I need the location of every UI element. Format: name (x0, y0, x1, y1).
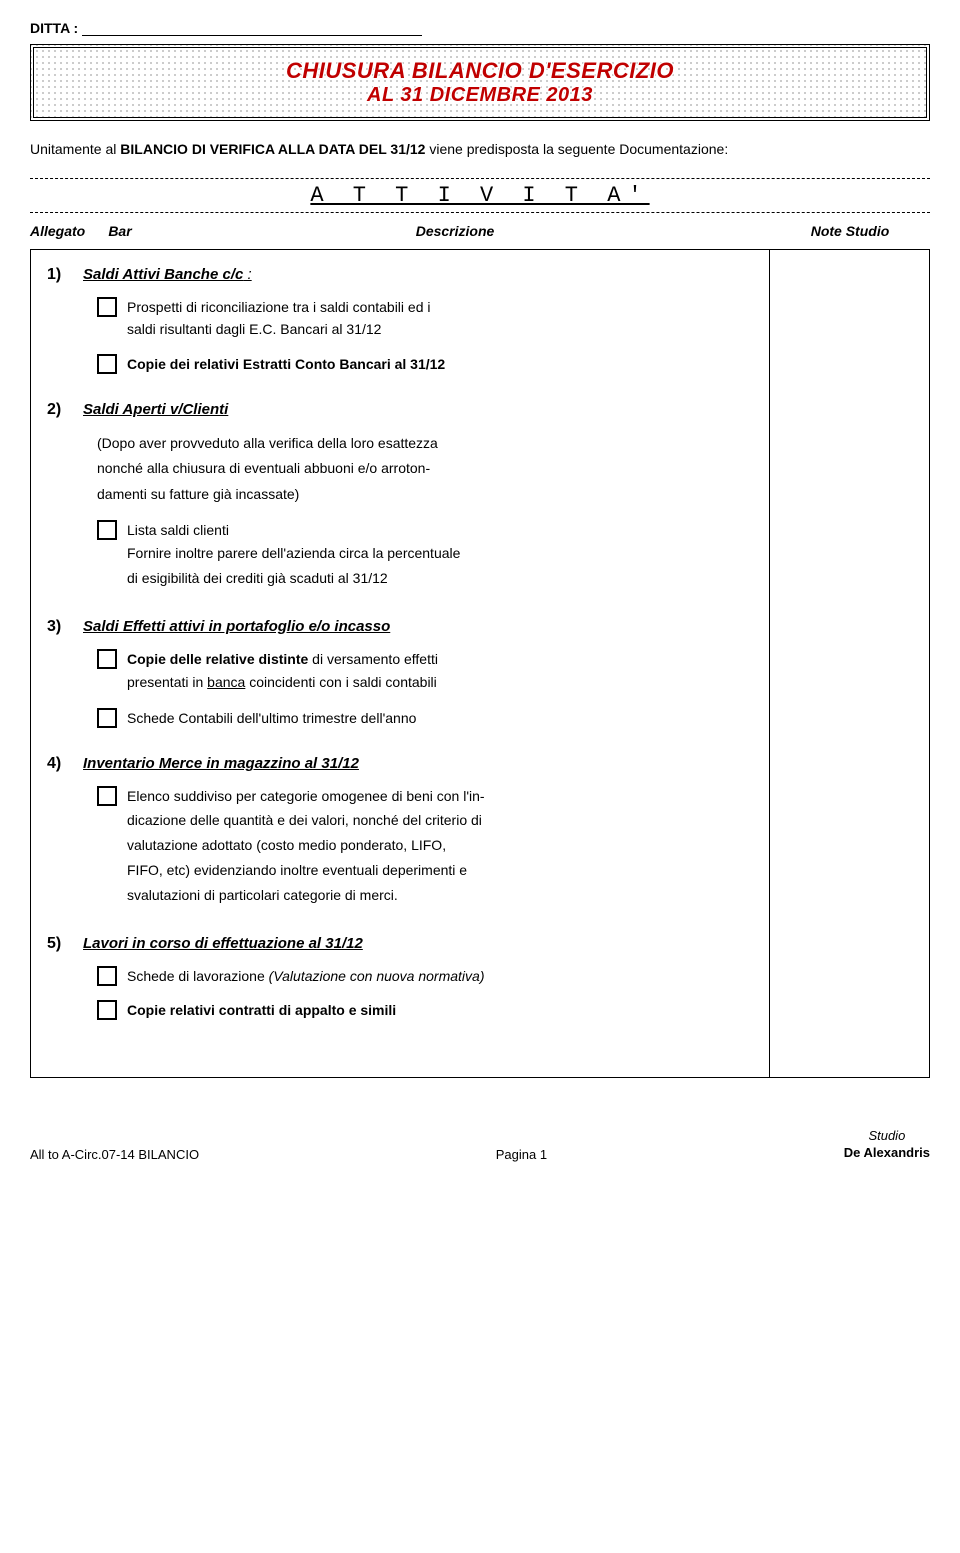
checkbox[interactable] (97, 966, 117, 986)
main-table: 1)Saldi Attivi Banche c/c : Prospetti di … (30, 249, 930, 1078)
item-text: Copie relativi contratti di appalto e si… (127, 999, 396, 1021)
item-block: Prospetti di riconciliazione tra i saldi… (97, 296, 753, 341)
item-continuation: Fornire inoltre parere dell'azienda circ… (127, 541, 753, 566)
header-descrizione: Descrizione (140, 223, 770, 239)
section-number: 4) (47, 755, 83, 773)
section-subnote: (Dopo aver provveduto alla verifica dell… (97, 431, 753, 456)
footer: All to A-Circ.07-14 BILANCIO Pagina 1 St… (30, 1128, 930, 1162)
intro-prefix: Unitamente al (30, 141, 120, 157)
section-2: 2)Saldi Aperti v/Clienti (Dopo aver provv… (47, 401, 753, 591)
footer-center: Pagina 1 (496, 1147, 547, 1162)
checkbox-line: Copie delle relative distinte di versame… (97, 648, 753, 670)
checkbox-line: Schede Contabili dell'ultimo trimestre d… (97, 707, 753, 729)
intro-bold: BILANCIO DI VERIFICA ALLA DATA DEL 31/12 (120, 141, 425, 157)
attivita-heading: A T T I V I T A' (310, 183, 649, 208)
footer-right-top: Studio (844, 1128, 930, 1145)
checkbox[interactable] (97, 520, 117, 540)
item-text: Elenco suddiviso per categorie omogenee … (127, 785, 485, 807)
section-head: 4)Inventario Merce in magazzino al 31/12 (47, 755, 753, 773)
item-text: Copie delle relative distinte di versame… (127, 648, 438, 670)
checkbox-line: Copie dei relativi Estratti Conto Bancar… (97, 353, 753, 375)
section-number: 2) (47, 401, 83, 419)
item-block: Copie relativi contratti di appalto e si… (97, 999, 753, 1021)
item-continuation: FIFO, etc) evidenziando inoltre eventual… (127, 858, 753, 883)
section-head: 2)Saldi Aperti v/Clienti (47, 401, 753, 419)
title-line1: CHIUSURA BILANCIO D'ESERCIZIO (34, 58, 926, 84)
section-subnote: nonché alla chiusura di eventuali abbuon… (97, 456, 753, 481)
checkbox[interactable] (97, 297, 117, 317)
checkbox[interactable] (97, 786, 117, 806)
section-title: Lavori in corso di effettuazione al 31/1… (83, 935, 363, 952)
section-head: 5)Lavori in corso di effettuazione al 31… (47, 935, 753, 953)
section-1: 1)Saldi Attivi Banche c/c : Prospetti di … (47, 266, 753, 375)
section-number: 5) (47, 935, 83, 953)
item-block: Copie dei relativi Estratti Conto Bancar… (97, 353, 753, 375)
content-column: 1)Saldi Attivi Banche c/c : Prospetti di … (31, 250, 769, 1077)
section-head: 3)Saldi Effetti attivi in portafoglio e/… (47, 618, 753, 636)
note-column (769, 250, 929, 1077)
section-5: 5)Lavori in corso di effettuazione al 31… (47, 935, 753, 1022)
item-text: Schede Contabili dell'ultimo trimestre d… (127, 707, 416, 729)
section-subnote: damenti su fatture già incassate) (97, 482, 753, 507)
item-block: Copie delle relative distinte di versame… (97, 648, 753, 696)
checkbox-line: Lista saldi clienti (97, 519, 753, 541)
header-bar: Bar (100, 223, 140, 239)
attivita-bar: A T T I V I T A' (30, 178, 930, 213)
item-text: Prospetti di riconciliazione tra i saldi… (127, 296, 430, 341)
section-title: Inventario Merce in magazzino al 31/12 (83, 755, 359, 772)
ditta-label: DITTA : (30, 20, 930, 36)
section-head: 1)Saldi Attivi Banche c/c : (47, 266, 753, 284)
column-header-row: Allegato Bar Descrizione Note Studio (30, 223, 930, 239)
item-continuation: presentati in banca coincidenti con i sa… (127, 670, 753, 695)
title-line2: AL 31 DICEMBRE 2013 (34, 84, 926, 107)
title-box: CHIUSURA BILANCIO D'ESERCIZIO AL 31 DICE… (30, 44, 930, 121)
footer-left: All to A-Circ.07-14 BILANCIO (30, 1147, 199, 1162)
checkbox-line: Prospetti di riconciliazione tra i saldi… (97, 296, 753, 341)
footer-right-bottom: De Alexandris (844, 1145, 930, 1162)
section-number: 3) (47, 618, 83, 636)
item-text: Copie dei relativi Estratti Conto Bancar… (127, 353, 445, 375)
item-text: Schede di lavorazione (Valutazione con n… (127, 965, 484, 987)
checkbox[interactable] (97, 708, 117, 728)
item-continuation: valutazione adottato (costo medio ponder… (127, 833, 753, 858)
intro-text: Unitamente al BILANCIO DI VERIFICA ALLA … (30, 139, 930, 160)
section-4: 4)Inventario Merce in magazzino al 31/12… (47, 755, 753, 908)
item-continuation: di esigibilità dei crediti già scaduti a… (127, 566, 753, 591)
header-allegato: Allegato (30, 223, 100, 239)
header-note: Note Studio (770, 223, 930, 239)
intro-suffix: viene predisposta la seguente Documentaz… (425, 141, 728, 157)
ditta-text: DITTA : (30, 20, 78, 36)
checkbox[interactable] (97, 649, 117, 669)
section-title: Saldi Effetti attivi in portafoglio e/o … (83, 618, 390, 635)
checkbox-line: Copie relativi contratti di appalto e si… (97, 999, 753, 1021)
ditta-blank-line (82, 35, 422, 36)
item-continuation: dicazione delle quantità e dei valori, n… (127, 808, 753, 833)
item-block: Schede di lavorazione (Valutazione con n… (97, 965, 753, 987)
item-block: Lista saldi clientiFornire inoltre parer… (97, 519, 753, 592)
checkbox-line: Elenco suddiviso per categorie omogenee … (97, 785, 753, 807)
item-text: Lista saldi clienti (127, 519, 229, 541)
section-3: 3)Saldi Effetti attivi in portafoglio e/… (47, 618, 753, 730)
checkbox[interactable] (97, 1000, 117, 1020)
section-number: 1) (47, 266, 83, 284)
footer-right: Studio De Alexandris (844, 1128, 930, 1162)
checkbox[interactable] (97, 354, 117, 374)
item-block: Schede Contabili dell'ultimo trimestre d… (97, 707, 753, 729)
item-continuation: svalutazioni di particolari categorie di… (127, 883, 753, 908)
section-title: Saldi Attivi Banche c/c : (83, 266, 252, 283)
checkbox-line: Schede di lavorazione (Valutazione con n… (97, 965, 753, 987)
item-block: Elenco suddiviso per categorie omogenee … (97, 785, 753, 908)
section-title: Saldi Aperti v/Clienti (83, 401, 228, 418)
